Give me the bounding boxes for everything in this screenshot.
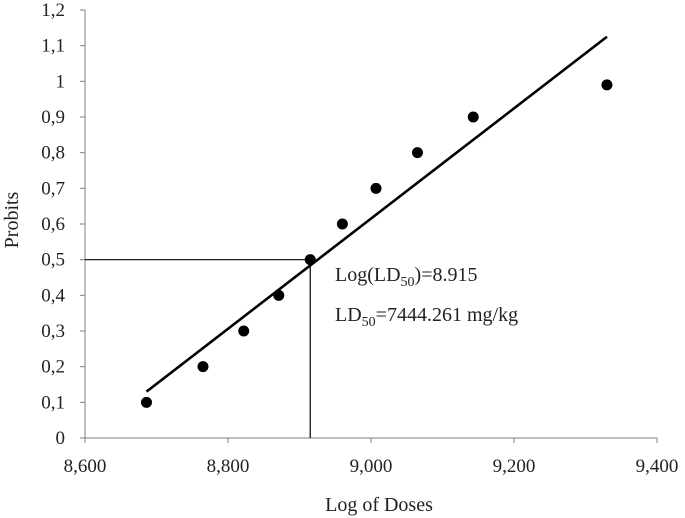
y-tick-label: 0,8 bbox=[41, 143, 65, 164]
data-point bbox=[140, 396, 152, 408]
data-point bbox=[336, 218, 348, 230]
y-tick-label: 0,7 bbox=[41, 178, 65, 199]
data-point bbox=[411, 147, 423, 159]
x-tick-label: 9,200 bbox=[493, 456, 536, 477]
data-points bbox=[140, 79, 613, 408]
log-ld50-annotation: Log(LD50)=8.915 bbox=[335, 264, 478, 290]
x-tick-label: 9,400 bbox=[636, 456, 679, 477]
y-tick-label: 0,5 bbox=[41, 250, 65, 271]
x-axis-title: Log of Doses bbox=[325, 494, 433, 516]
x-tick-label: 8,600 bbox=[64, 456, 107, 477]
data-point bbox=[273, 289, 285, 301]
y-tick-label: 0,2 bbox=[41, 357, 65, 378]
data-point bbox=[238, 325, 250, 337]
y-tick-label: 0,3 bbox=[41, 321, 65, 342]
y-tick-label: 1,2 bbox=[41, 0, 65, 21]
data-point bbox=[370, 182, 382, 194]
y-tick-label: 0,9 bbox=[41, 107, 65, 128]
x-tick-label: 9,000 bbox=[350, 456, 393, 477]
data-point bbox=[304, 254, 316, 266]
x-tick-label: 8,800 bbox=[207, 456, 250, 477]
data-point bbox=[467, 111, 479, 123]
y-tick-label: 0,6 bbox=[41, 214, 65, 235]
trendline-group bbox=[145, 35, 608, 393]
data-point bbox=[197, 361, 209, 373]
axes bbox=[80, 9, 658, 443]
reference-lines bbox=[85, 259, 311, 438]
y-tick-label: 1 bbox=[56, 71, 66, 92]
trendline bbox=[145, 35, 608, 393]
y-tick-label: 0,4 bbox=[41, 285, 65, 306]
tick-labels: 0 0,1 0,2 0,3 0,4 0,5 0,6 0,7 0,8 0,9 1 1,1 1,2 8,600… bbox=[41, 0, 678, 477]
ld50-annotation: LD50=7444.261 mg/kg bbox=[335, 304, 518, 330]
y-tick-label: 0,1 bbox=[41, 392, 65, 413]
data-point bbox=[601, 79, 613, 91]
y-axis-title: Probits bbox=[1, 191, 23, 248]
y-tick-label: 0 bbox=[56, 428, 66, 449]
y-tick-label: 1,1 bbox=[41, 36, 65, 57]
